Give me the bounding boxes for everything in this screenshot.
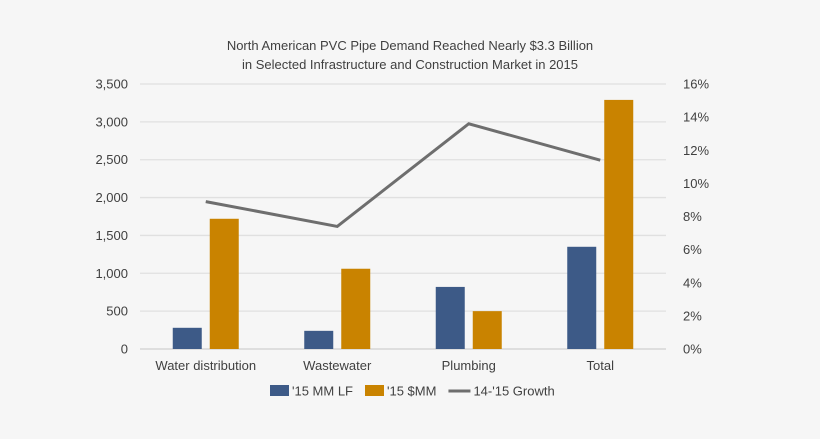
bar [604,99,634,350]
chart-title: North American PVC Pipe Demand Reached N… [227,38,593,53]
legend-label: '15 MM LF [292,384,353,399]
y2-tick-label: 4% [683,275,702,290]
y-tick-label: 1,000 [95,266,128,281]
y2-tick-label: 16% [683,77,709,92]
bar [472,311,502,349]
legend-swatch [270,385,289,396]
bar [567,246,597,349]
growth-line [205,122,601,229]
y-tick-label: 1,500 [95,228,128,243]
bar [172,327,202,349]
x-tick-label: Plumbing [442,358,496,373]
chart-title: in Selected Infrastructure and Construct… [242,57,578,72]
y-tick-label: 3,500 [95,77,128,92]
y-tick-label: 0 [121,342,128,357]
x-tick-label: Total [587,358,615,373]
y2-tick-label: 8% [683,209,702,224]
y2-tick-label: 0% [683,342,702,357]
bar [304,330,334,349]
y-tick-label: 500 [106,304,128,319]
bar [435,286,465,349]
y2-tick-label: 10% [683,176,709,191]
y-tick-label: 3,000 [95,114,128,129]
bar [209,218,239,349]
bar [341,268,371,349]
y-tick-label: 2,500 [95,152,128,167]
y2-tick-label: 6% [683,242,702,257]
x-tick-label: Water distribution [155,358,256,373]
x-tick-label: Wastewater [303,358,372,373]
y2-tick-label: 14% [683,110,709,125]
y2-tick-label: 2% [683,308,702,323]
legend-swatch [365,385,384,396]
y2-tick-label: 12% [683,143,709,158]
y-tick-label: 2,000 [95,190,128,205]
legend-label: 14-'15 Growth [473,384,554,399]
legend-label: '15 $MM [387,384,436,399]
